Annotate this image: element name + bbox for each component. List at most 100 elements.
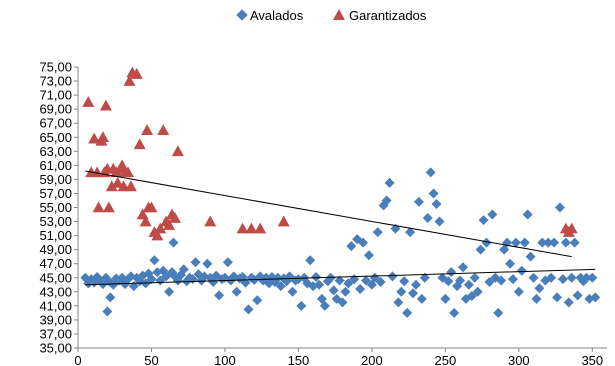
y-tick-label: 37,00 [39, 326, 72, 341]
data-point-triangle [154, 222, 167, 234]
data-point-diamond [466, 291, 477, 302]
data-point-diamond [493, 307, 504, 318]
data-point-diamond [557, 274, 568, 285]
data-point-diamond [313, 279, 324, 290]
y-tick-label: 51,00 [39, 228, 72, 243]
y-tick-label: 41,00 [39, 298, 72, 313]
series-garantizados [82, 66, 578, 241]
data-point-diamond [566, 272, 577, 283]
data-point-diamond [296, 300, 307, 311]
data-point-triangle [121, 166, 134, 178]
data-point-triangle [236, 222, 249, 234]
data-point-diamond [178, 264, 189, 275]
data-point-diamond [149, 255, 160, 266]
data-point-diamond [528, 272, 539, 283]
data-point-diamond [358, 237, 369, 248]
data-point-diamond [334, 275, 345, 286]
data-point-diamond [405, 227, 416, 238]
data-point-diamond [164, 286, 175, 297]
data-point-triangle [171, 145, 184, 157]
data-point-diamond [572, 290, 583, 301]
data-point-diamond [487, 209, 498, 220]
x-tick-label: 350 [581, 353, 603, 366]
y-tick-label: 39,00 [39, 312, 72, 327]
data-point-diamond [478, 215, 489, 226]
data-point-diamond [525, 251, 536, 262]
x-tick-label: 150 [288, 353, 310, 366]
y-tick-label: 65,00 [39, 130, 72, 145]
data-point-triangle [151, 229, 164, 241]
data-point-triangle [204, 215, 217, 227]
data-point-diamond [590, 292, 601, 303]
data-point-diamond [343, 278, 354, 289]
data-point-diamond [587, 272, 598, 283]
data-point-triangle [130, 68, 143, 79]
legend-label-avalados: Avalados [250, 8, 304, 23]
data-point-triangle [82, 96, 95, 107]
y-tick-label: 49,00 [39, 242, 72, 257]
data-point-triangle [277, 215, 290, 227]
legend-label-garantizados: Garantizados [349, 8, 427, 23]
data-point-diamond [231, 286, 242, 297]
data-point-diamond [552, 292, 563, 303]
x-tick-label: 300 [508, 353, 530, 366]
data-point-diamond [190, 257, 201, 268]
data-point-diamond [340, 286, 351, 297]
data-point-diamond [346, 241, 357, 252]
data-point-diamond [408, 288, 419, 299]
legend: Avalados Garantizados [236, 8, 427, 23]
data-point-triangle [99, 99, 112, 111]
data-point-diamond [337, 297, 348, 308]
data-point-diamond [431, 198, 442, 209]
data-point-diamond [413, 196, 424, 207]
data-point-diamond [243, 304, 254, 315]
data-point-diamond [361, 275, 372, 286]
data-point-diamond [252, 295, 263, 306]
data-point-diamond [214, 290, 225, 301]
data-point-diamond [146, 274, 157, 285]
legend-marker-garantizados [333, 9, 345, 20]
data-point-diamond [168, 237, 179, 248]
data-point-diamond [161, 271, 172, 282]
data-point-diamond [402, 307, 413, 318]
data-point-diamond [419, 272, 430, 283]
data-point-triangle [124, 180, 137, 192]
data-point-diamond [446, 267, 457, 278]
legend-marker-avalados [236, 9, 248, 21]
data-point-diamond [554, 202, 565, 213]
y-tick-label: 57,00 [39, 186, 72, 201]
data-point-diamond [472, 286, 483, 297]
data-point-triangle [139, 215, 152, 227]
data-point-diamond [396, 286, 407, 297]
data-point-triangle [163, 219, 176, 230]
data-point-triangle [96, 131, 109, 143]
data-point-diamond [505, 258, 516, 269]
data-point-diamond [516, 265, 527, 276]
y-tick-label: 75,00 [39, 60, 72, 75]
data-point-diamond [410, 279, 421, 290]
data-point-diamond [372, 227, 383, 238]
data-point-diamond [202, 258, 213, 269]
x-tick-label: 200 [361, 353, 383, 366]
data-point-diamond [272, 272, 283, 283]
data-point-diamond [560, 237, 571, 248]
x-axis-ticks: 0 50 100 150 200 250 300 350 [74, 348, 603, 366]
data-point-diamond [102, 306, 113, 317]
data-point-triangle [88, 132, 101, 144]
data-point-diamond [475, 244, 486, 255]
data-point-triangle [116, 159, 129, 171]
data-point-diamond [507, 274, 518, 285]
data-point-diamond [434, 216, 445, 227]
data-point-triangle [565, 222, 578, 234]
data-point-diamond [369, 272, 380, 283]
data-point-diamond [457, 262, 468, 273]
data-point-diamond [440, 293, 451, 304]
data-point-diamond [105, 292, 116, 303]
data-point-diamond [363, 250, 374, 261]
data-point-diamond [522, 209, 533, 220]
data-point-diamond [328, 285, 339, 296]
data-point-triangle [123, 75, 136, 86]
data-point-diamond [496, 275, 507, 286]
y-tick-label: 55,00 [39, 200, 72, 215]
